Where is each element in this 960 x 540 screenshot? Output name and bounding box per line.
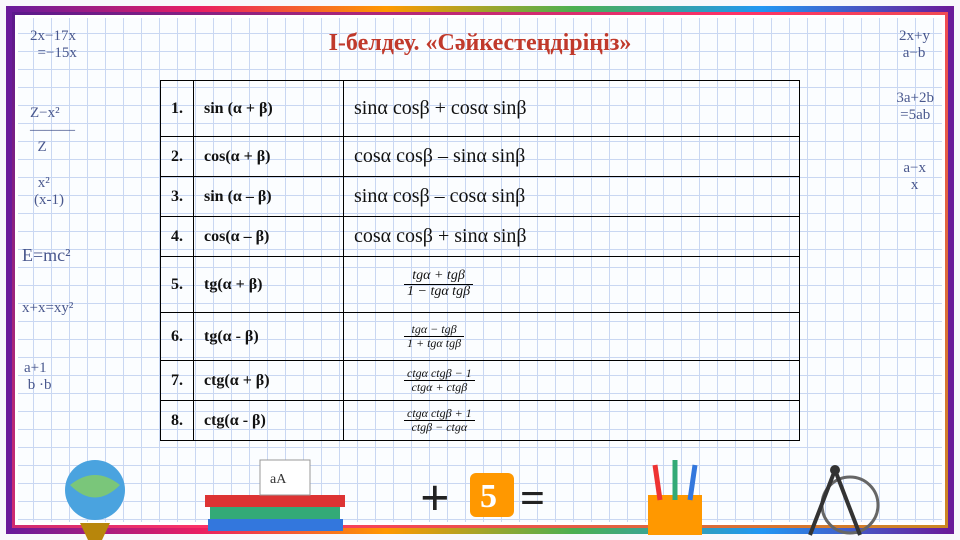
row-lhs: cos(α + β) — [194, 137, 344, 177]
table-row: 3.sin (α – β)sinα cosβ – cosα sinβ — [161, 177, 800, 217]
row-lhs: sin (α + β) — [194, 81, 344, 137]
row-rhs: cosα cosβ – sinα sinβ — [344, 137, 800, 177]
row-lhs: tg(α + β) — [194, 257, 344, 313]
doodle-formula: x² (x-1) — [34, 175, 64, 209]
doodle-formula: Z−x² ——— Z — [30, 105, 75, 156]
row-rhs: tgα + tgβ1 − tgα tgβ — [344, 257, 800, 313]
doodle-formula: a+1 b ·b — [24, 360, 52, 394]
table-row: 8.ctg(α - β)ctgα ctgβ + 1ctgβ − ctgα — [161, 401, 800, 441]
table-row: 4.cos(α – β)cosα cosβ + sinα sinβ — [161, 217, 800, 257]
doodle-formula: a−x x — [903, 160, 926, 194]
row-lhs: ctg(α + β) — [194, 361, 344, 401]
row-rhs: ctgα ctgβ + 1ctgβ − ctgα — [344, 401, 800, 441]
row-number: 7. — [161, 361, 194, 401]
doodle-formula: 3a+2b =5ab — [896, 90, 934, 124]
row-lhs: cos(α – β) — [194, 217, 344, 257]
row-number: 2. — [161, 137, 194, 177]
page-title: I-белдеу. «Сәйкестеңдіріңіз» — [0, 30, 960, 57]
row-number: 8. — [161, 401, 194, 441]
row-number: 1. — [161, 81, 194, 137]
table-row: 7.ctg(α + β)ctgα ctgβ − 1ctgα + ctgβ — [161, 361, 800, 401]
table-row: 6.tg(α - β)tgα − tgβ1 + tgα tgβ — [161, 313, 800, 361]
row-rhs: ctgα ctgβ − 1ctgα + ctgβ — [344, 361, 800, 401]
identities-table: 1.sin (α + β)sinα cosβ + cosα sinβ2.cos(… — [160, 80, 800, 441]
row-lhs: ctg(α - β) — [194, 401, 344, 441]
row-lhs: sin (α – β) — [194, 177, 344, 217]
table-row: 2.cos(α + β)cosα cosβ – sinα sinβ — [161, 137, 800, 177]
row-rhs: tgα − tgβ1 + tgα tgβ — [344, 313, 800, 361]
doodle-formula: x+x=xy² — [22, 300, 73, 317]
row-rhs: sinα cosβ – cosα sinβ — [344, 177, 800, 217]
doodle-formula: E=mc² — [22, 245, 71, 266]
row-number: 5. — [161, 257, 194, 313]
row-rhs: cosα cosβ + sinα sinβ — [344, 217, 800, 257]
table-row: 1.sin (α + β)sinα cosβ + cosα sinβ — [161, 81, 800, 137]
row-number: 6. — [161, 313, 194, 361]
table-row: 5.tg(α + β)tgα + tgβ1 − tgα tgβ — [161, 257, 800, 313]
row-lhs: tg(α - β) — [194, 313, 344, 361]
row-number: 4. — [161, 217, 194, 257]
row-rhs: sinα cosβ + cosα sinβ — [344, 81, 800, 137]
row-number: 3. — [161, 177, 194, 217]
